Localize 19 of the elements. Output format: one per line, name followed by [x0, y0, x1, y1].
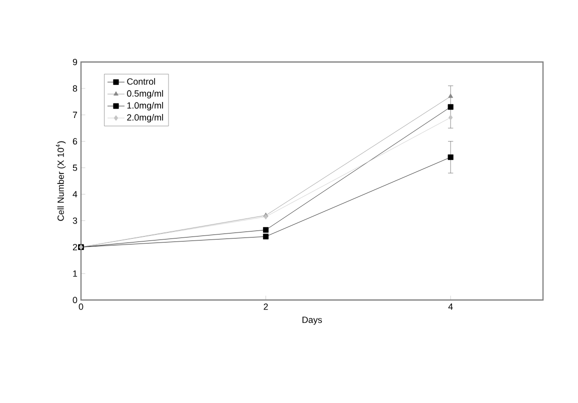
y-tick-label: 8 — [72, 85, 78, 92]
y-tick-label: 6 — [72, 138, 78, 145]
x-tick-label: 2 — [264, 304, 268, 310]
legend-label: 0.5mg/ml — [127, 90, 163, 98]
y-tick-label: 7 — [72, 112, 78, 118]
y-axis-title: Cell Number (X 10$^{4}$) — [56, 141, 66, 221]
x-tick-label: 4 — [448, 304, 453, 310]
legend-label: 2.0mg/ml — [127, 114, 163, 122]
legend-label: 1.0mg/ml — [127, 102, 163, 110]
x-axis-title: Days — [302, 316, 322, 325]
y-tick-label: 1 — [73, 270, 78, 277]
x-tick-label: 0 — [78, 304, 84, 310]
y-tick-label: 4 — [72, 191, 78, 198]
y-tick-label: 9 — [72, 58, 78, 66]
legend-label: Control — [127, 78, 155, 85]
y-tick-label: 2 — [72, 244, 78, 250]
y-tick-label: 0 — [72, 296, 78, 304]
y-tick-label: 3 — [72, 217, 78, 224]
y-tick-label: 5 — [72, 164, 78, 171]
